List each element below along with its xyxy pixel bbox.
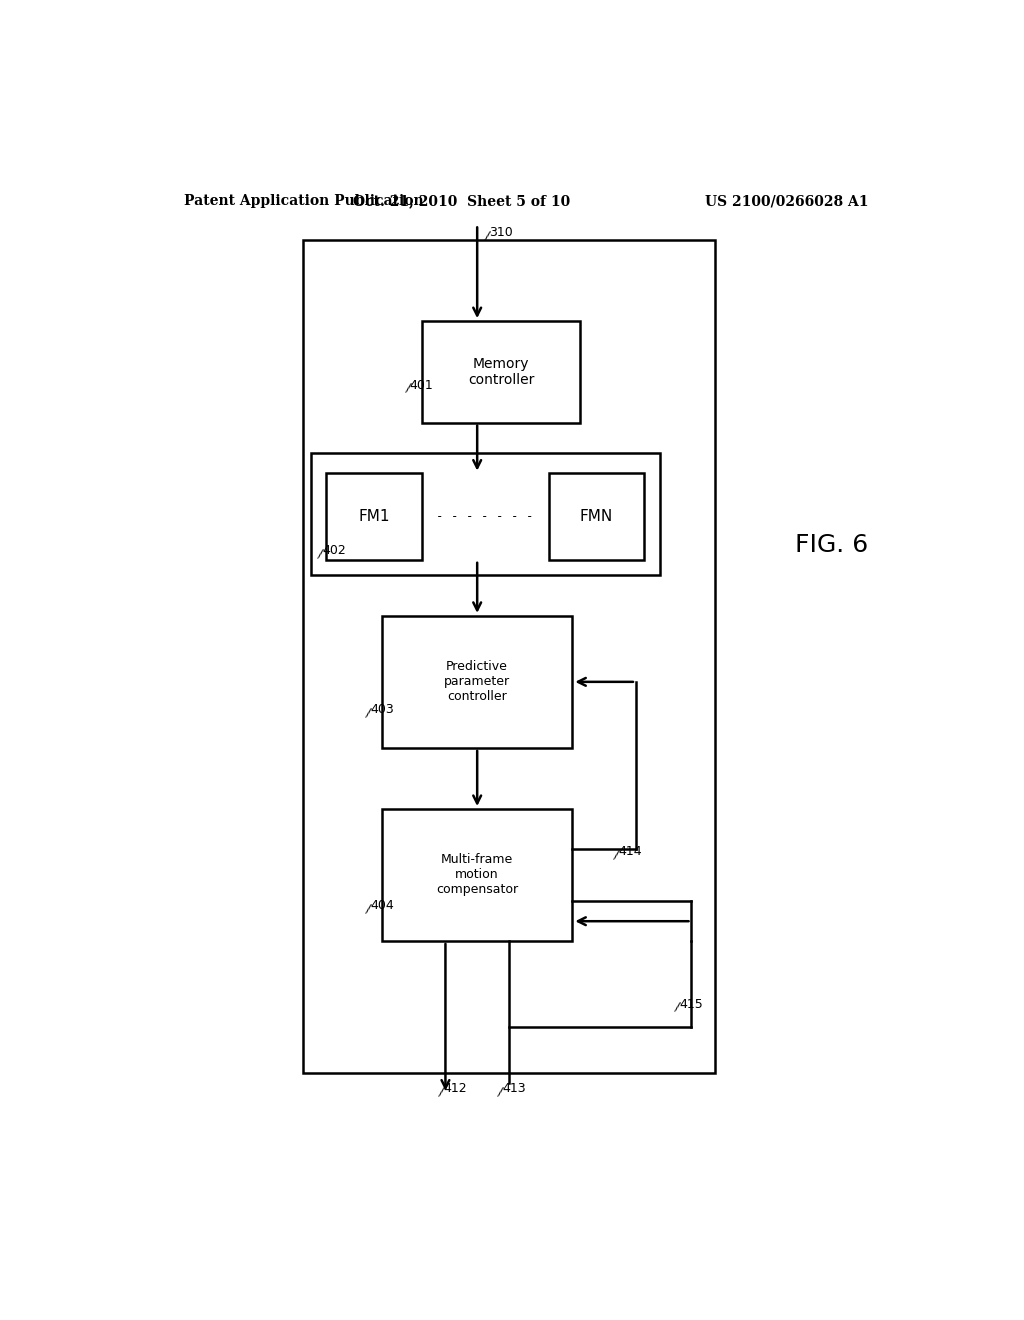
Text: 402: 402: [323, 544, 346, 557]
Text: Oct. 21, 2010  Sheet 5 of 10: Oct. 21, 2010 Sheet 5 of 10: [352, 194, 570, 209]
Text: /: /: [404, 381, 413, 395]
Text: 414: 414: [618, 845, 642, 858]
Text: Memory
controller: Memory controller: [468, 356, 535, 387]
Bar: [382, 615, 572, 748]
Text: /: /: [365, 902, 372, 915]
Text: /: /: [365, 705, 372, 719]
Bar: [303, 240, 715, 1073]
Text: FM1: FM1: [358, 510, 390, 524]
Text: Predictive
parameter
controller: Predictive parameter controller: [444, 660, 510, 704]
Text: US 2100/0266028 A1: US 2100/0266028 A1: [705, 194, 868, 209]
Bar: [549, 474, 644, 560]
Text: 401: 401: [410, 379, 433, 392]
Text: /: /: [674, 1001, 681, 1014]
Text: /: /: [613, 847, 621, 862]
Text: 404: 404: [370, 899, 394, 912]
Bar: [327, 474, 422, 560]
Bar: [382, 809, 572, 941]
Text: 412: 412: [443, 1082, 468, 1094]
Text: 310: 310: [489, 226, 513, 239]
Bar: [422, 321, 581, 422]
Text: Multi-frame
motion
compensator: Multi-frame motion compensator: [436, 854, 518, 896]
Text: /: /: [483, 228, 490, 243]
Text: /: /: [437, 1085, 445, 1098]
Text: /: /: [497, 1085, 504, 1098]
Bar: [310, 453, 659, 576]
Text: - - - - - - -: - - - - - - -: [436, 511, 534, 523]
Text: 415: 415: [680, 998, 703, 1011]
Text: Patent Application Publication: Patent Application Publication: [183, 194, 423, 209]
Text: /: /: [316, 546, 325, 561]
Text: FIG. 6: FIG. 6: [795, 533, 868, 557]
Text: 413: 413: [503, 1082, 526, 1094]
Text: 403: 403: [370, 702, 394, 715]
Text: FMN: FMN: [580, 510, 612, 524]
